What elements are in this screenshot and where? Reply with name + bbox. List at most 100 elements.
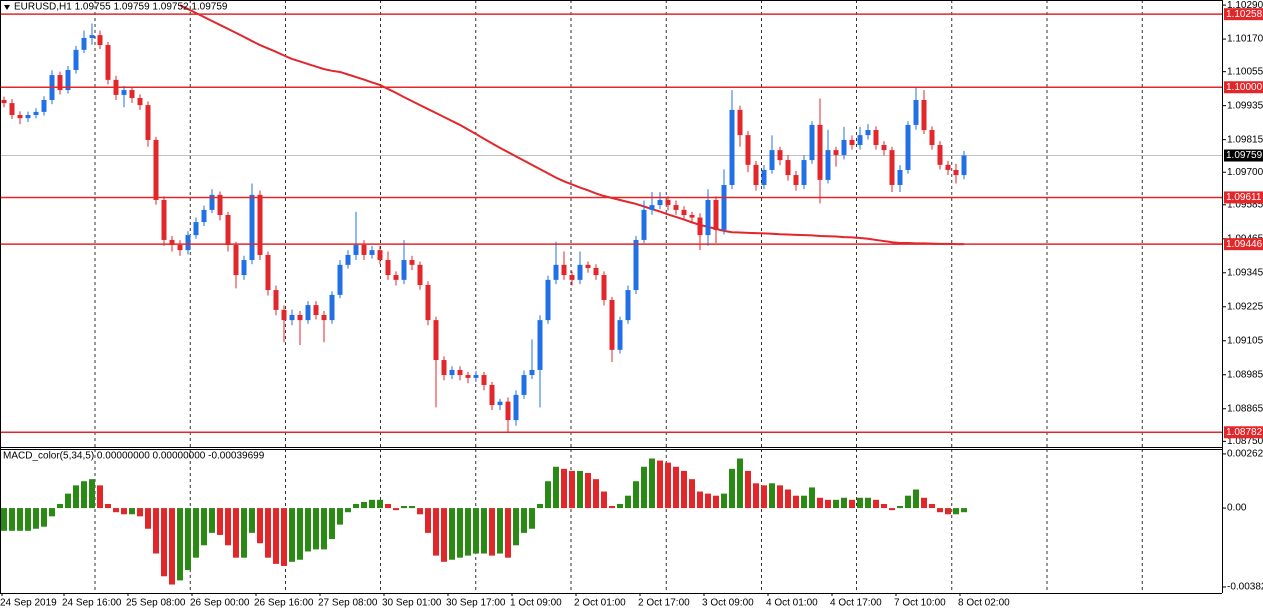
candle-body (793, 175, 799, 185)
candle-body (737, 109, 743, 136)
candle-body (273, 290, 279, 310)
macd-bar (809, 487, 815, 509)
macd-bar (673, 466, 679, 509)
y-tick-label: 1.10170 (1227, 34, 1263, 45)
candle-body (313, 305, 319, 315)
macd-bar (561, 468, 567, 509)
candle-body (217, 194, 223, 216)
macd-bar (353, 503, 359, 509)
candle-body (785, 160, 791, 176)
x-tick-label: 2 Oct 17:00 (638, 598, 690, 609)
x-tick-label: 30 Sep 01:00 (382, 598, 442, 609)
y-tick-label: 1.08750 (1227, 436, 1263, 447)
macd-bar (9, 508, 15, 531)
macd-bar (73, 485, 79, 509)
x-tick-label: 27 Sep 08:00 (318, 598, 378, 609)
macd-bar (585, 472, 591, 509)
macd-bar (753, 483, 759, 509)
macd-bar (641, 466, 647, 509)
candle-body (289, 314, 295, 321)
candle-body (729, 109, 735, 185)
moving-average (179, 4, 964, 246)
macd-bar (169, 508, 175, 585)
macd-bar (81, 481, 87, 509)
candle-body (769, 150, 775, 170)
macd-bar (377, 499, 383, 509)
y-tick-label: 1.10290 (1227, 0, 1263, 11)
candle-body (833, 150, 839, 155)
candle-body (33, 111, 39, 116)
y-tick-label: 0.00 (1227, 503, 1247, 514)
candle-body (425, 284, 431, 321)
macd-bar (465, 508, 471, 556)
candle-body (945, 164, 951, 170)
candle-body (401, 260, 407, 280)
macd-bar (849, 499, 855, 509)
candle-body (713, 199, 719, 231)
candle-body (865, 130, 871, 136)
macd-bar (457, 508, 463, 558)
candle-body (513, 394, 519, 421)
candle-body (521, 375, 527, 395)
candle-body (449, 369, 455, 376)
candle-body (9, 103, 15, 116)
candle-body (297, 314, 303, 321)
symbol-menu-icon[interactable] (4, 5, 10, 10)
candle-body (161, 199, 167, 240)
candle-body (177, 245, 183, 251)
candle-body (753, 164, 759, 185)
candle-body (337, 264, 343, 295)
candle-body (233, 245, 239, 276)
macd-bar (201, 508, 207, 546)
x-tick-label: 26 Sep 16:00 (254, 598, 314, 609)
macd-bar (265, 508, 271, 558)
macd-bar (841, 497, 847, 509)
candle-body (489, 384, 495, 406)
macd-bar (433, 508, 439, 556)
macd-bar (577, 470, 583, 509)
x-tick-label: 7 Oct 10:00 (894, 598, 946, 609)
macd-bar (473, 508, 479, 554)
candle-body (953, 169, 959, 176)
macd-bar (801, 495, 807, 509)
macd-bar (393, 508, 399, 511)
macd-bar (721, 493, 727, 509)
candle-body (145, 105, 151, 140)
macd-bar (49, 508, 55, 517)
last-price-label: 1.09759 (1226, 150, 1263, 161)
macd-bar (497, 508, 503, 554)
macd-bar (129, 508, 135, 515)
level-label-box (1224, 191, 1263, 204)
candle-body (537, 320, 543, 370)
candle-body (801, 160, 807, 185)
candle-body (417, 264, 423, 285)
x-tick-label: 3 Oct 09:00 (702, 598, 754, 609)
macd-bar (481, 508, 487, 554)
macd-bar (329, 508, 335, 540)
macd-bar (817, 497, 823, 509)
candle-body (625, 290, 631, 321)
macd-bar (33, 508, 39, 529)
candle-body (265, 254, 271, 291)
macd-bar (897, 506, 903, 509)
macd-bar (569, 470, 575, 509)
candle-body (497, 401, 503, 406)
candle-body (825, 150, 831, 180)
macd-bar (793, 495, 799, 509)
candle-body (609, 299, 615, 350)
macd-bar (297, 508, 303, 560)
level-label: 1.10258 (1226, 9, 1263, 20)
level-label-box (1224, 81, 1263, 94)
candle-body (81, 37, 87, 50)
macd-bar (937, 508, 943, 513)
macd-bar (689, 479, 695, 509)
candle-body (649, 205, 655, 210)
y-tick-label: 1.09105 (1227, 335, 1263, 346)
macd-bar (17, 508, 23, 531)
candle-body (329, 294, 335, 321)
macd-bar (41, 508, 47, 527)
macd-bar (745, 470, 751, 509)
candle-body (961, 155, 967, 176)
macd-bar (281, 508, 287, 566)
